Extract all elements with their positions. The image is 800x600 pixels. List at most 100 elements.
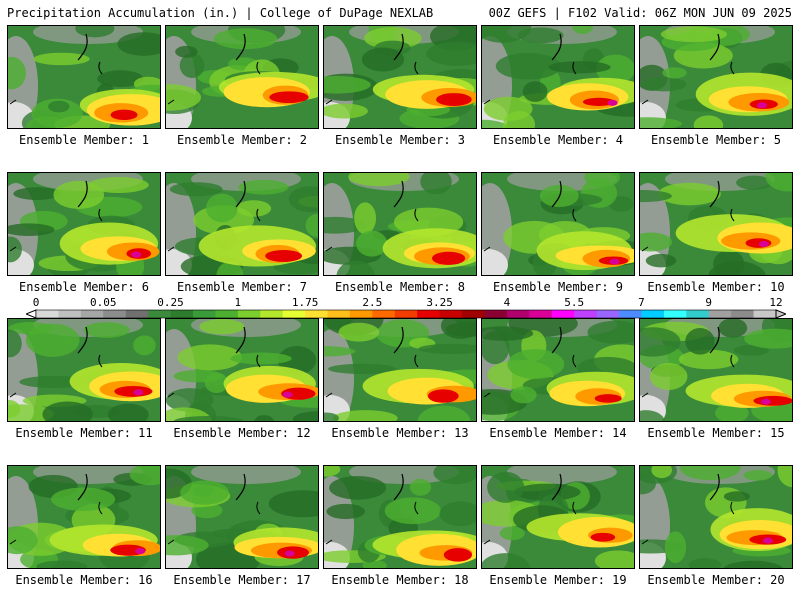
colorbar-swatch bbox=[192, 310, 216, 318]
colorbar-swatch bbox=[753, 310, 777, 318]
colorbar-swatch bbox=[237, 310, 261, 318]
ensemble-panel bbox=[639, 465, 793, 569]
colorbar-swatch bbox=[305, 310, 329, 318]
precip-map bbox=[640, 319, 792, 421]
colorbar-tick-label: 7 bbox=[638, 296, 645, 309]
ensemble-panel bbox=[639, 318, 793, 422]
precip-map bbox=[324, 466, 476, 568]
ensemble-member-label: Ensemble Member: 10 bbox=[647, 280, 785, 294]
ensemble-panel bbox=[481, 172, 635, 276]
colorbar-tick-label: 0 bbox=[33, 296, 40, 309]
colorbar-swatch bbox=[349, 310, 373, 318]
ensemble-panel bbox=[165, 465, 319, 569]
header-run-info: 00Z GEFS | F102 Valid: 06Z MON JUN 09 20… bbox=[488, 6, 792, 20]
ensemble-panel bbox=[481, 465, 635, 569]
colorbar-tick-label: 4 bbox=[504, 296, 511, 309]
ensemble-panel bbox=[7, 318, 161, 422]
ensemble-member-label: Ensemble Member: 13 bbox=[331, 426, 469, 440]
precip-map bbox=[640, 173, 792, 275]
colorbar-swatch bbox=[372, 310, 396, 318]
colorbar-swatch bbox=[551, 310, 575, 318]
colorbar-tick-label: 5.5 bbox=[564, 296, 584, 309]
colorbar-swatch bbox=[574, 310, 598, 318]
colorbar-swatch bbox=[80, 310, 104, 318]
colorbar-tick-label: 9 bbox=[705, 296, 712, 309]
ensemble-panel bbox=[165, 318, 319, 422]
colorbar-swatch bbox=[439, 310, 463, 318]
ensemble-member-label: Ensemble Member: 9 bbox=[492, 280, 624, 294]
ensemble-member-label: Ensemble Member: 15 bbox=[647, 426, 785, 440]
colorbar-swatch bbox=[215, 310, 239, 318]
header-title: Precipitation Accumulation (in.) | Colle… bbox=[7, 6, 434, 20]
ensemble-member-label: Ensemble Member: 11 bbox=[15, 426, 153, 440]
colorbar-legend: 0 0.05 0.25 1 1.75 2.5 3.25 4 5.5 7 9 12 bbox=[26, 296, 786, 319]
precip-map bbox=[166, 173, 318, 275]
ensemble-panel bbox=[323, 318, 477, 422]
colorbar-swatch bbox=[686, 310, 710, 318]
precip-map bbox=[8, 319, 160, 421]
colorbar-tick-label: 2.5 bbox=[362, 296, 382, 309]
colorbar-swatch bbox=[103, 310, 127, 318]
precip-map bbox=[482, 319, 634, 421]
colorbar-swatch bbox=[506, 310, 530, 318]
colorbar-swatch bbox=[462, 310, 485, 318]
ensemble-member-label: Ensemble Member: 7 bbox=[176, 280, 308, 294]
colorbar-swatch bbox=[148, 310, 172, 318]
precip-map bbox=[640, 26, 792, 128]
ensemble-member-label: Ensemble Member: 16 bbox=[15, 573, 153, 587]
ensemble-panel bbox=[639, 25, 793, 129]
colorbar-max-arrow bbox=[775, 309, 786, 319]
colorbar-swatch bbox=[282, 310, 306, 318]
ensemble-panel bbox=[7, 172, 161, 276]
precip-map bbox=[324, 319, 476, 421]
ensemble-member-label: Ensemble Member: 18 bbox=[331, 573, 469, 587]
colorbar-tick-label: 3.25 bbox=[426, 296, 453, 309]
colorbar-swatch bbox=[619, 310, 642, 318]
ensemble-member-label: Ensemble Member: 17 bbox=[173, 573, 311, 587]
precip-map bbox=[482, 26, 634, 128]
ensemble-panel bbox=[165, 25, 319, 129]
precip-map bbox=[482, 466, 634, 568]
colorbar-tick-label: 0.05 bbox=[90, 296, 117, 309]
precip-map bbox=[324, 173, 476, 275]
ensemble-panel bbox=[323, 172, 477, 276]
colorbar-swatch bbox=[394, 310, 418, 318]
ensemble-member-label: Ensemble Member: 5 bbox=[650, 133, 782, 147]
precip-map bbox=[8, 173, 160, 275]
precip-map bbox=[166, 26, 318, 128]
colorbar-swatch bbox=[596, 310, 620, 318]
precip-map bbox=[8, 26, 160, 128]
precip-map bbox=[324, 26, 476, 128]
colorbar-swatch bbox=[663, 310, 687, 318]
ensemble-panel bbox=[323, 25, 477, 129]
colorbar-min-arrow bbox=[26, 309, 37, 319]
colorbar-tick-label: 12 bbox=[769, 296, 782, 309]
colorbar-tick-label: 1.75 bbox=[292, 296, 319, 309]
colorbar-swatch bbox=[731, 310, 755, 318]
ensemble-member-label: Ensemble Member: 2 bbox=[176, 133, 308, 147]
colorbar-swatch bbox=[260, 310, 284, 318]
colorbar-swatch bbox=[708, 310, 732, 318]
ensemble-panel bbox=[7, 25, 161, 129]
ensemble-member-label: Ensemble Member: 3 bbox=[334, 133, 466, 147]
colorbar-swatch bbox=[125, 310, 149, 318]
ensemble-panel bbox=[481, 25, 635, 129]
colorbar-swatch bbox=[484, 310, 508, 318]
precip-map bbox=[482, 173, 634, 275]
ensemble-panel bbox=[639, 172, 793, 276]
ensemble-member-label: Ensemble Member: 4 bbox=[492, 133, 624, 147]
precip-map bbox=[166, 466, 318, 568]
ensemble-member-label: Ensemble Member: 12 bbox=[173, 426, 311, 440]
colorbar-swatch bbox=[58, 310, 82, 318]
colorbar-swatch bbox=[36, 310, 59, 318]
precip-map bbox=[640, 466, 792, 568]
ensemble-member-label: Ensemble Member: 1 bbox=[18, 133, 150, 147]
ensemble-panel bbox=[481, 318, 635, 422]
colorbar-tick-label: 1 bbox=[235, 296, 242, 309]
colorbar-swatch bbox=[417, 310, 441, 318]
colorbar-tick-label: 0.25 bbox=[157, 296, 184, 309]
ensemble-member-label: Ensemble Member: 8 bbox=[334, 280, 466, 294]
ensemble-member-label: Ensemble Member: 6 bbox=[18, 280, 150, 294]
colorbar-swatch bbox=[170, 310, 194, 318]
colorbar-swatch bbox=[327, 310, 351, 318]
